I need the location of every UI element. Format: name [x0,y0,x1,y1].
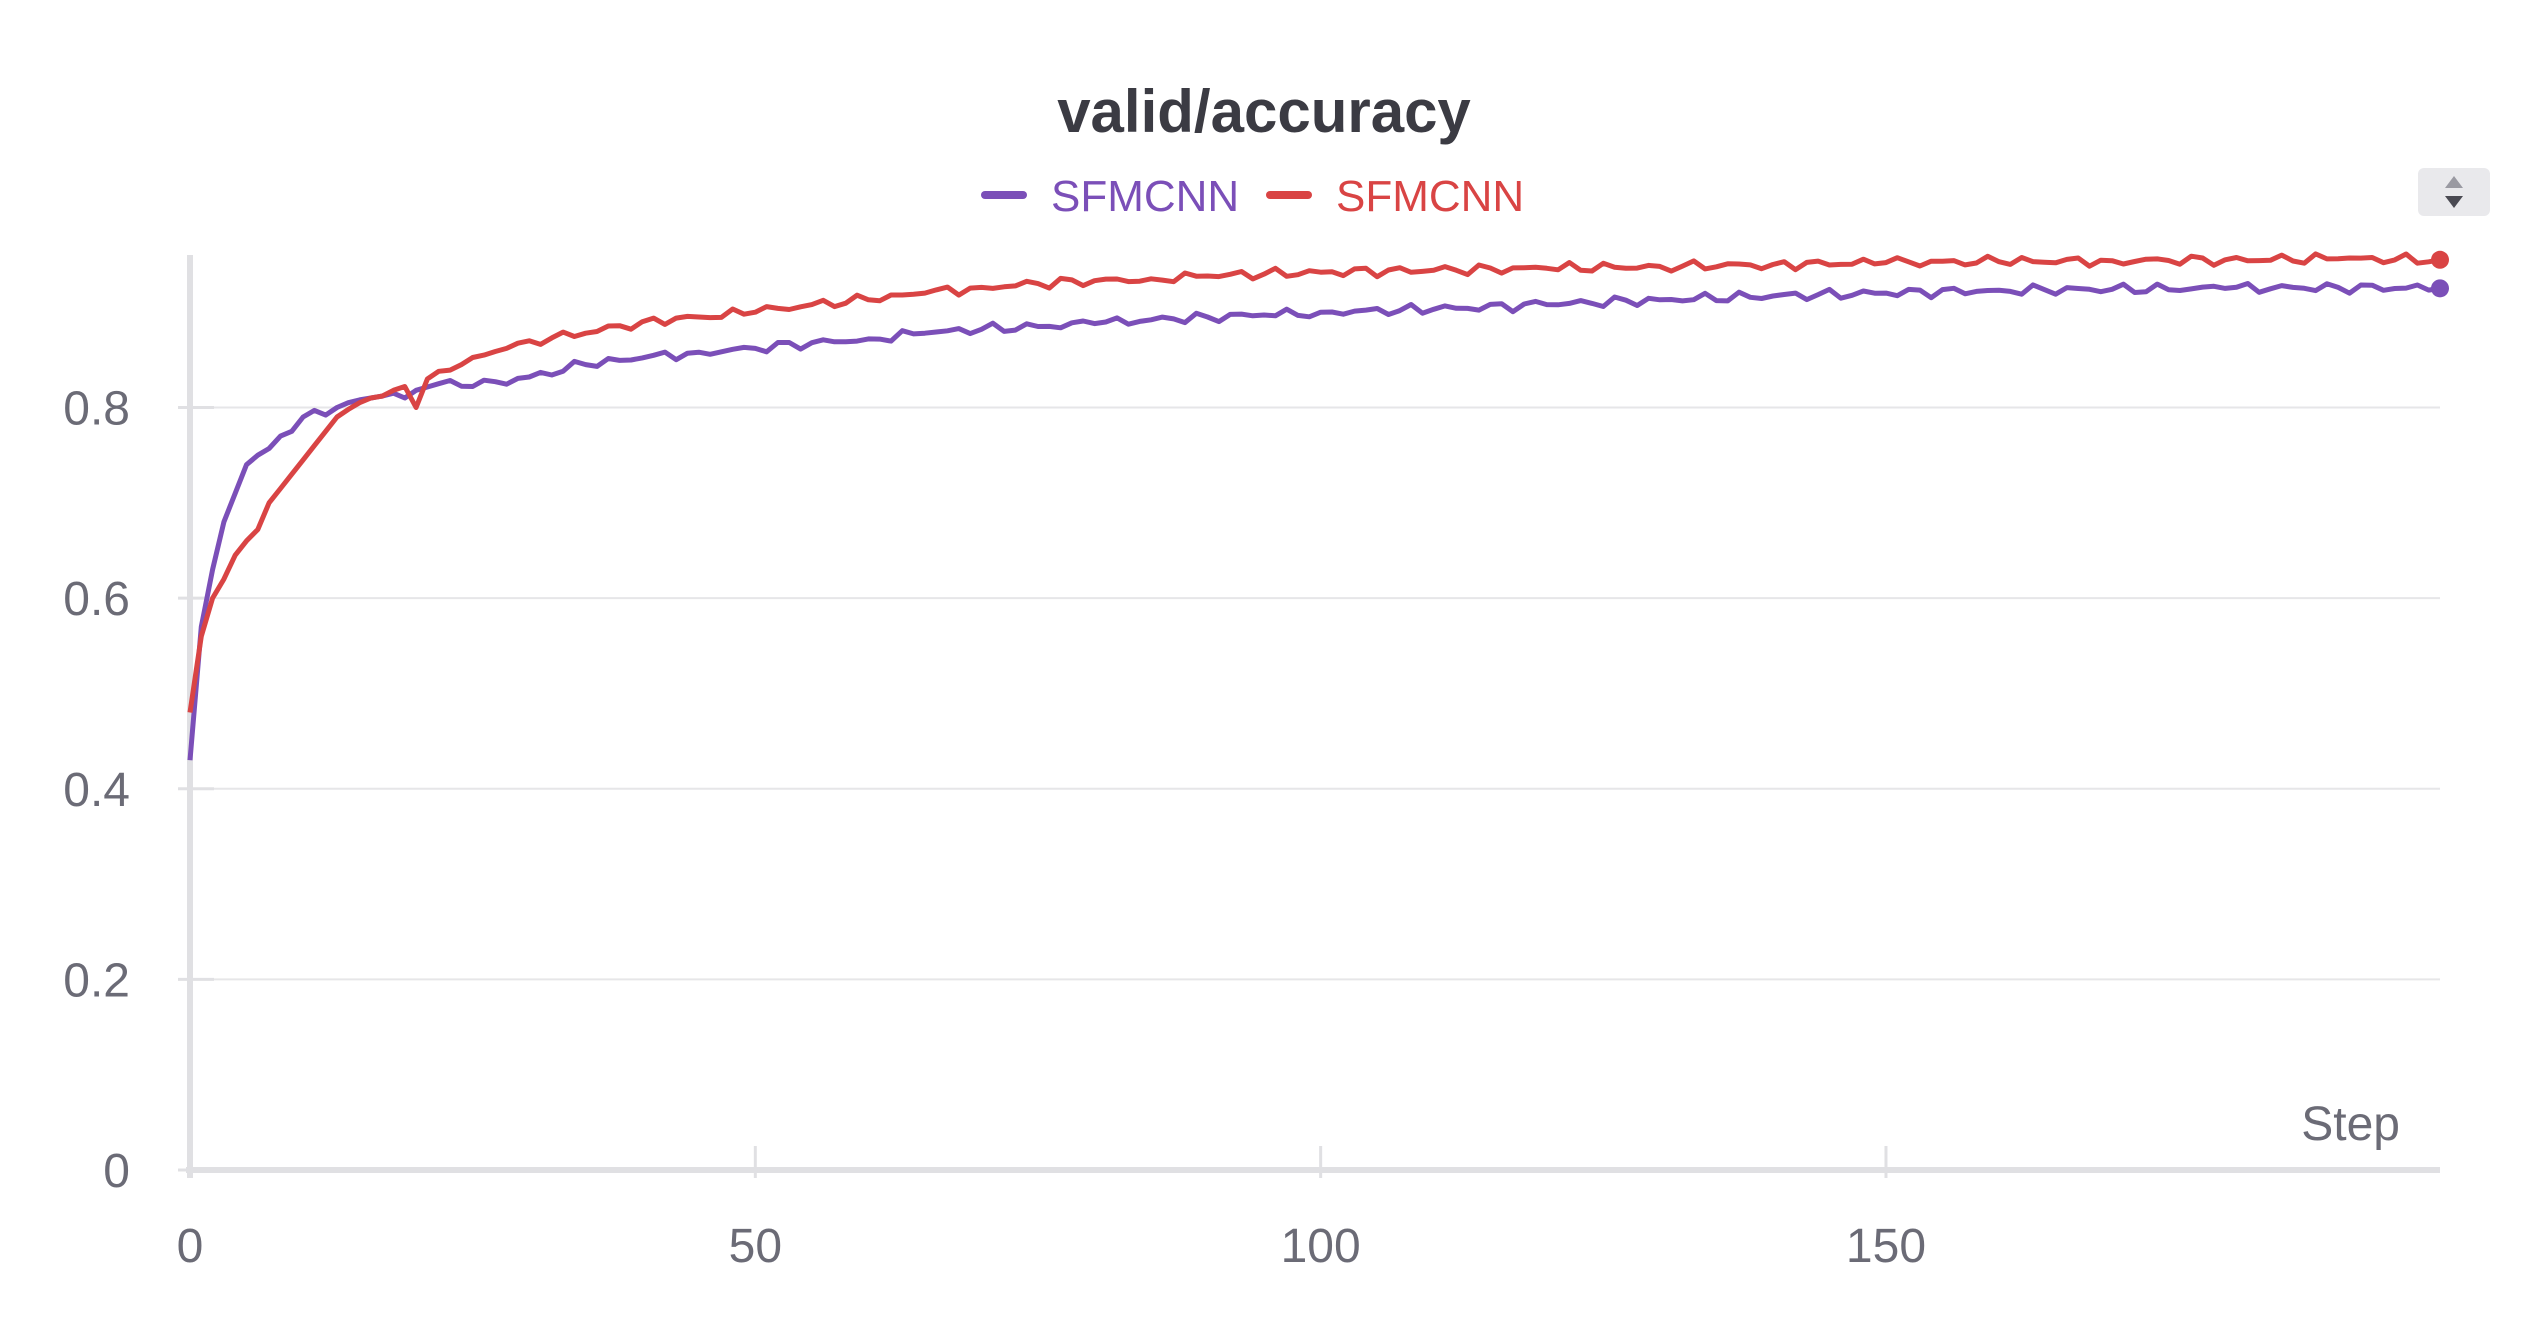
x-tick-label: 0 [177,1220,204,1273]
x-tick-label: 50 [729,1220,782,1273]
y-tick-label: 0.8 [63,383,130,436]
legend: SFMCNN SFMCNN [981,172,1524,221]
series-line-1 [187,281,2441,761]
y-tick-label: 0 [103,1145,130,1198]
legend-label-1: SFMCNN [1051,172,1239,221]
series-endpoint-1 [2431,279,2449,298]
y-tick-label: 0.4 [63,764,130,817]
y-tick-label: 0.2 [63,954,130,1007]
x-tick-label: 150 [1846,1220,1926,1273]
chart-title: valid/accuracy [1057,78,1471,145]
series-lines [187,250,2449,761]
sort-toggle-button[interactable] [2418,168,2490,216]
series-endpoint-2 [2431,250,2449,269]
axes [178,255,2440,1178]
x-axis-label: Step [2301,1098,2400,1151]
legend-label-2: SFMCNN [1336,172,1524,221]
gridlines [190,406,2440,981]
sort-arrows-icon [2445,176,2463,208]
x-tick-label: 100 [1281,1220,1361,1273]
series-line-2 [187,251,2441,713]
y-tick-label: 0.6 [63,573,130,626]
tick-labels: 0 0.2 0.4 0.6 0.8 0 50 100 150 [63,383,1926,1274]
